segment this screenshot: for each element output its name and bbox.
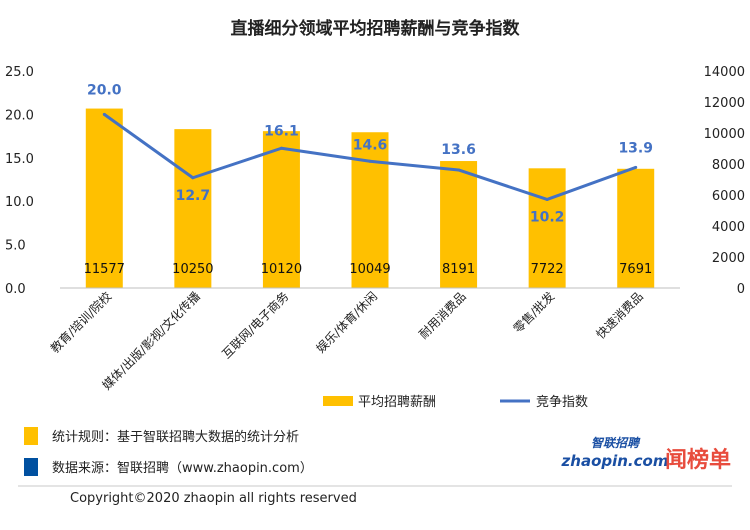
left-axis-tick: 10.0: [5, 195, 34, 210]
left-axis-tick: 25.0: [5, 65, 34, 80]
line-value-label: 13.9: [618, 140, 653, 156]
line-value-label: 10.2: [530, 209, 565, 225]
right-axis: 0 2000 4000 6000 8000 10000 12000 14000: [704, 65, 745, 297]
bar-value-label: 8191: [442, 262, 475, 277]
category-label: 耐用消费品: [416, 289, 468, 341]
line-point: [457, 168, 461, 172]
line-point: [102, 112, 106, 116]
footer-notes: 统计规则：基于智联招聘大数据的统计分析 数据来源：智联招聘（www.zhaopi…: [24, 427, 313, 476]
bar: [617, 168, 655, 288]
right-axis-tick: 10000: [704, 127, 745, 142]
bar-value-label: 10250: [172, 262, 213, 277]
left-axis: 0.0 5.0 10.0 15.0 20.0 25.0: [5, 65, 34, 297]
category-label: 媒体/出版/影视/文化传播: [99, 289, 203, 393]
right-axis-tick: 2000: [712, 251, 745, 266]
zhaopin-logo-en: zhaopin.com: [561, 452, 669, 470]
bar-value-label: 7722: [531, 262, 564, 277]
legend-bar-label: 平均招聘薪酬: [358, 395, 436, 410]
line-point: [545, 197, 549, 201]
note-rule: 统计规则：基于智联招聘大数据的统计分析: [52, 429, 299, 445]
copyright: Copyright©2020 zhaopin all rights reserv…: [70, 491, 357, 506]
brand-logo: 闻榜单: [665, 447, 731, 473]
right-axis-tick: 14000: [704, 65, 745, 80]
category-label: 娱乐/体育/休闲: [313, 289, 380, 356]
line-value-label: 14.6: [353, 137, 388, 153]
line-value-label: 20.0: [87, 82, 122, 98]
note-source: 数据来源：智联招聘（www.zhaopin.com）: [52, 461, 313, 476]
bar-value-label: 7691: [619, 262, 652, 277]
line-point: [191, 176, 195, 180]
line-point: [279, 146, 283, 150]
line-value-labels: 20.0 12.7 16.1 14.6 13.6 10.2 13.9: [87, 82, 653, 225]
bar-value-label: 10049: [349, 262, 390, 277]
right-axis-tick: 0: [737, 282, 745, 297]
bar: [528, 168, 566, 288]
category-label: 教育/培训/院校: [47, 289, 114, 356]
bar: [85, 108, 123, 288]
right-axis-tick: 4000: [712, 220, 745, 235]
line-point: [634, 165, 638, 169]
left-axis-tick: 15.0: [5, 152, 34, 167]
note2-marker: [24, 458, 38, 476]
left-axis-tick: 5.0: [5, 239, 26, 254]
category-label: 零售/批发: [510, 289, 557, 336]
line-value-label: 13.6: [441, 142, 476, 158]
legend: 平均招聘薪酬 竞争指数: [323, 394, 588, 410]
right-axis-tick: 12000: [704, 96, 745, 111]
note1-marker: [24, 427, 38, 445]
line-point: [368, 159, 372, 163]
line-series: [102, 112, 638, 201]
chart-title: 直播细分领域平均招聘薪酬与竞争指数: [231, 18, 521, 39]
left-axis-tick: 20.0: [5, 108, 34, 123]
bar: [174, 129, 212, 288]
line-value-label: 16.1: [264, 123, 299, 139]
bar: [262, 131, 300, 288]
category-label: 互联网/电子商务: [219, 289, 292, 362]
bar-value-labels: 11577 10250 10120 10049 8191 7722 7691: [84, 262, 653, 277]
legend-line-label: 竞争指数: [536, 394, 588, 410]
bar-series: [85, 108, 655, 288]
right-axis-tick: 8000: [712, 158, 745, 173]
bar-value-label: 10120: [261, 262, 302, 277]
left-axis-tick: 0.0: [5, 282, 26, 297]
bar-value-label: 11577: [84, 262, 125, 277]
right-axis-tick: 6000: [712, 189, 745, 204]
category-label: 快速消费品: [593, 289, 645, 341]
zhaopin-logo: 智联招聘 zhaopin.com: [561, 436, 669, 470]
bar: [440, 161, 478, 288]
zhaopin-logo-cn: 智联招聘: [591, 436, 641, 450]
legend-bar-swatch: [323, 396, 353, 406]
line-value-label: 12.7: [176, 188, 211, 204]
